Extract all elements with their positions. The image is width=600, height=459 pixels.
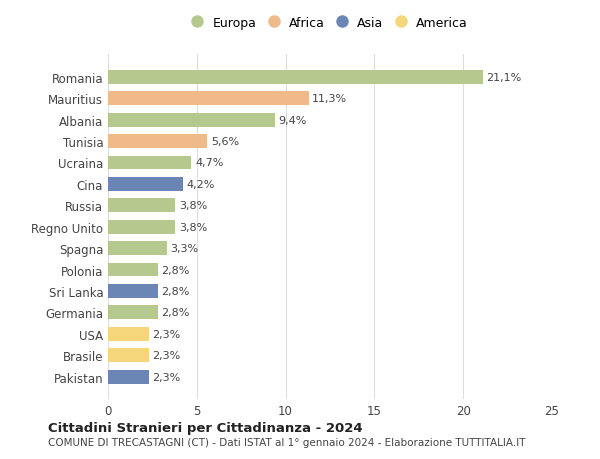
Bar [108,306,158,319]
Text: COMUNE DI TRECASTAGNI (CT) - Dati ISTAT al 1° gennaio 2024 - Elaborazione TUTTIT: COMUNE DI TRECASTAGNI (CT) - Dati ISTAT … [48,437,526,448]
Bar [108,113,275,127]
Text: 2,3%: 2,3% [152,350,181,360]
Text: 4,2%: 4,2% [186,179,215,190]
Bar [108,135,208,149]
Text: 3,8%: 3,8% [179,222,207,232]
Bar [108,71,483,84]
Bar [108,263,158,277]
Bar [108,348,149,362]
Text: 2,3%: 2,3% [152,372,181,382]
Text: 4,7%: 4,7% [195,158,223,168]
Bar [108,284,158,298]
Text: 5,6%: 5,6% [211,137,239,147]
Bar [108,370,149,384]
Text: 3,8%: 3,8% [179,201,207,211]
Bar [108,178,182,191]
Text: Cittadini Stranieri per Cittadinanza - 2024: Cittadini Stranieri per Cittadinanza - 2… [48,421,362,434]
Bar [108,156,191,170]
Bar [108,199,175,213]
Text: 2,8%: 2,8% [161,265,190,275]
Text: 2,8%: 2,8% [161,286,190,296]
Bar [108,92,308,106]
Text: 3,3%: 3,3% [170,244,198,253]
Legend: Europa, Africa, Asia, America: Europa, Africa, Asia, America [193,17,467,29]
Text: 2,3%: 2,3% [152,329,181,339]
Text: 9,4%: 9,4% [278,115,307,125]
Text: 11,3%: 11,3% [312,94,347,104]
Bar [108,241,167,256]
Bar [108,220,175,234]
Text: 2,8%: 2,8% [161,308,190,318]
Bar [108,327,149,341]
Text: 21,1%: 21,1% [486,73,521,83]
